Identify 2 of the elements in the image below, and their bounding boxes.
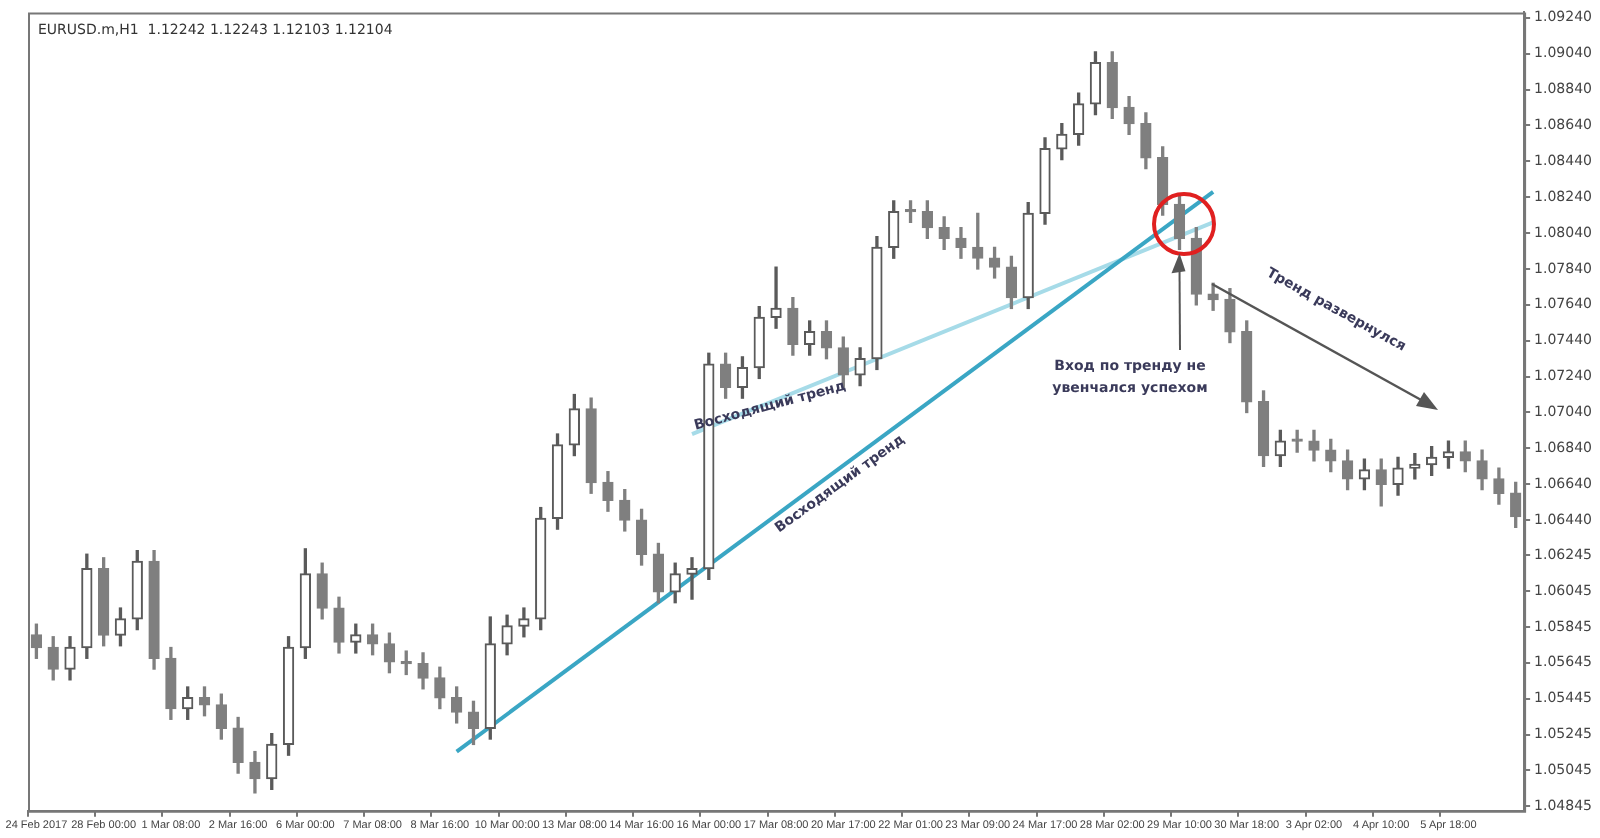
candlestick (686, 557, 698, 600)
candlestick (770, 266, 782, 329)
